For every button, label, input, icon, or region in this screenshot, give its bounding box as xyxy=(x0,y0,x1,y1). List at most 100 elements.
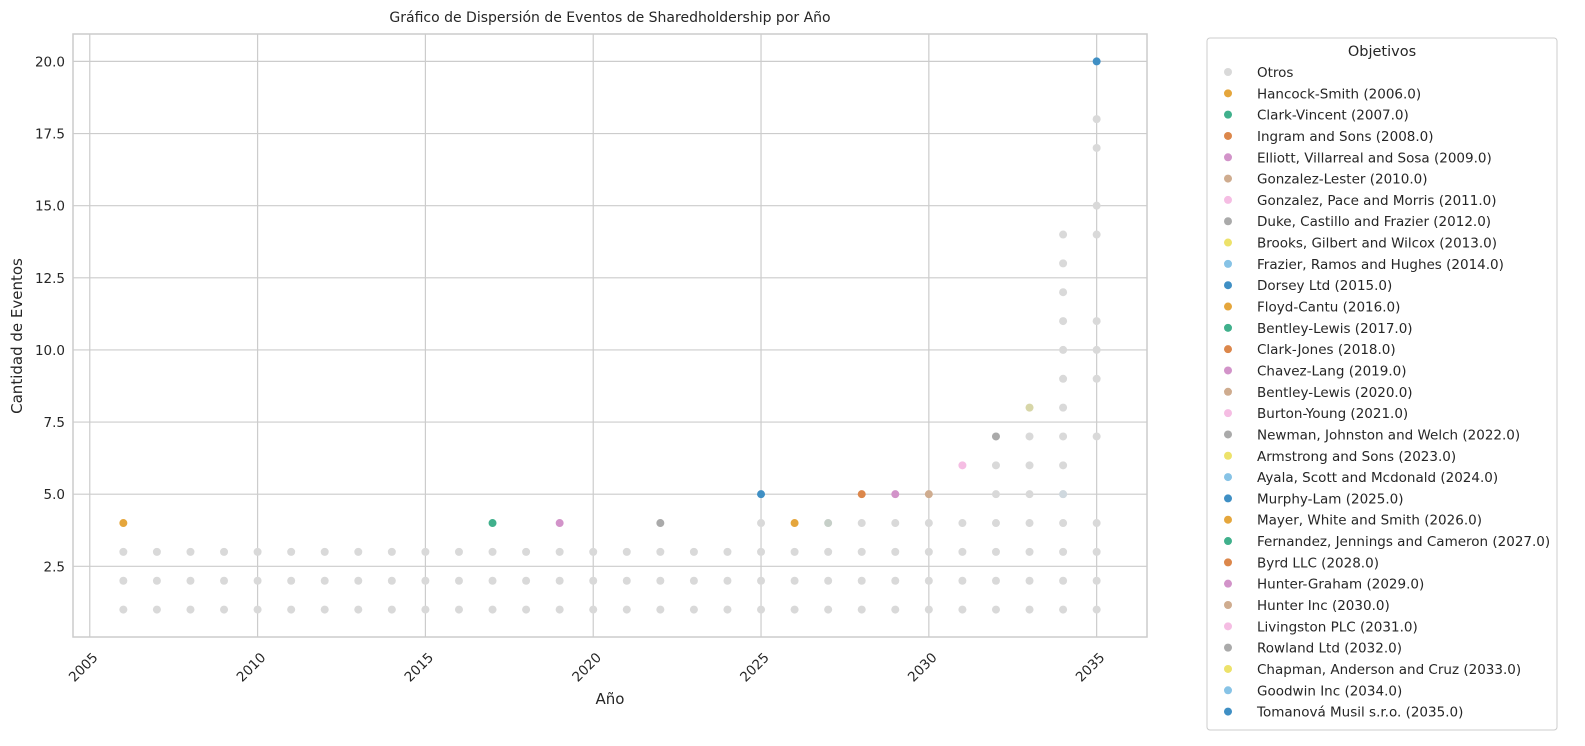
legend-label: Clark-Jones (2018.0) xyxy=(1257,342,1396,358)
legend-label: Ayala, Scott and Mcdonald (2024.0) xyxy=(1257,470,1498,486)
legend-marker xyxy=(1224,68,1232,76)
data-point xyxy=(958,461,967,470)
data-point xyxy=(119,576,128,585)
legend-marker xyxy=(1224,217,1232,226)
legend: Objetivos Otros Hancock-Smith (2006.0) Cla… xyxy=(1206,37,1558,731)
legend-marker xyxy=(1224,153,1232,162)
data-point xyxy=(723,576,732,585)
legend-entry: Elliott, Villarreal and Sosa (2009.0) xyxy=(1224,150,1492,166)
data-point xyxy=(824,547,833,556)
legend-marker xyxy=(1224,110,1232,119)
data-point xyxy=(958,605,967,614)
data-point xyxy=(1059,547,1068,556)
x-tick-labels: 2005 2010 2015 2020 2025 2030 2035 xyxy=(66,650,1108,686)
y-tick-label: 20.0 xyxy=(35,54,65,70)
legend-entry: Clark-Vincent (2007.0) xyxy=(1224,108,1409,124)
data-point xyxy=(186,605,195,614)
y-tick-label: 15.0 xyxy=(35,199,65,215)
data-point xyxy=(1059,230,1068,239)
data-point xyxy=(891,576,900,585)
legend-marker xyxy=(1224,686,1232,695)
legend-marker xyxy=(1224,302,1232,311)
legend-label: Livingston PLC (2031.0) xyxy=(1257,619,1418,635)
legend-marker xyxy=(1224,387,1232,396)
data-point xyxy=(891,547,900,556)
data-point xyxy=(1025,605,1034,614)
x-tick-label: 2020 xyxy=(569,650,605,686)
legend-marker xyxy=(1224,366,1232,375)
legend-marker xyxy=(1224,259,1232,268)
legend-entry: Bentley-Lewis (2020.0) xyxy=(1224,385,1413,401)
legend-label: Elliott, Villarreal and Sosa (2009.0) xyxy=(1257,150,1492,166)
data-point xyxy=(1059,403,1068,412)
x-tick-label: 2030 xyxy=(905,650,941,686)
data-point xyxy=(555,547,564,556)
legend-label: Gonzalez, Pace and Morris (2011.0) xyxy=(1257,193,1497,209)
data-point xyxy=(958,547,967,556)
legend-label: Burton-Young (2021.0) xyxy=(1257,406,1408,422)
x-tick-label: 2035 xyxy=(1073,650,1109,686)
legend-label: Newman, Johnston and Welch (2022.0) xyxy=(1257,427,1520,443)
data-point xyxy=(656,547,665,556)
data-point xyxy=(689,605,698,614)
y-tick-label: 7.5 xyxy=(44,415,65,431)
legend-marker xyxy=(1224,409,1232,418)
data-point xyxy=(119,519,128,528)
legend-marker xyxy=(1224,643,1232,652)
legend-entry: Burton-Young (2021.0) xyxy=(1224,406,1408,422)
legend-entry: Ingram and Sons (2008.0) xyxy=(1224,129,1434,145)
legend-entry: Dorsey Ltd (2015.0) xyxy=(1224,278,1392,294)
legend-entry: Newman, Johnston and Welch (2022.0) xyxy=(1224,427,1520,443)
data-point xyxy=(924,490,933,499)
data-point xyxy=(1059,259,1068,268)
data-point xyxy=(421,605,430,614)
legend-label: Gonzalez-Lester (2010.0) xyxy=(1257,172,1427,188)
x-tick-label: 2005 xyxy=(66,650,102,686)
legend-marker xyxy=(1224,622,1232,631)
data-point xyxy=(1092,345,1101,354)
legend-entry: Armstrong and Sons (2023.0) xyxy=(1224,449,1456,465)
grid-lines xyxy=(73,34,1147,637)
data-point xyxy=(991,519,1000,528)
legend-label: Dorsey Ltd (2015.0) xyxy=(1257,278,1392,294)
data-point xyxy=(522,547,531,556)
data-point xyxy=(220,547,229,556)
data-point xyxy=(757,605,766,614)
legend-entry: Chapman, Anderson and Cruz (2033.0) xyxy=(1224,662,1521,678)
data-point xyxy=(1092,115,1101,124)
data-point xyxy=(958,519,967,528)
data-point xyxy=(1059,374,1068,383)
legend-label: Goodwin Inc (2034.0) xyxy=(1257,683,1402,699)
data-point xyxy=(622,576,631,585)
y-axis-label: Cantidad de Eventos xyxy=(8,258,26,414)
legend-marker xyxy=(1224,707,1232,716)
legend-box xyxy=(1206,37,1558,731)
data-point xyxy=(622,547,631,556)
data-point xyxy=(891,519,900,528)
legend-marker xyxy=(1224,515,1232,524)
data-point xyxy=(757,547,766,556)
data-point xyxy=(387,547,396,556)
data-point xyxy=(1025,547,1034,556)
data-point xyxy=(1059,490,1068,499)
legend-marker xyxy=(1224,89,1232,98)
x-tick-label: 2015 xyxy=(401,650,437,686)
data-point xyxy=(723,605,732,614)
data-point xyxy=(488,547,497,556)
data-point xyxy=(152,605,161,614)
data-point xyxy=(421,547,430,556)
data-point xyxy=(320,605,329,614)
legend-entry: Chavez-Lang (2019.0) xyxy=(1224,363,1407,379)
x-tick-label: 2010 xyxy=(234,650,270,686)
data-point xyxy=(152,547,161,556)
legend-marker xyxy=(1224,601,1232,609)
data-point xyxy=(1092,230,1101,239)
data-point xyxy=(656,605,665,614)
chart-title: Gráfico de Dispersión de Eventos de Shar… xyxy=(389,10,830,26)
data-point xyxy=(1025,461,1034,470)
data-point xyxy=(857,547,866,556)
data-point xyxy=(186,576,195,585)
legend-label: Fernandez, Jennings and Cameron (2027.0) xyxy=(1257,534,1550,550)
legend-label: Bentley-Lewis (2017.0) xyxy=(1257,321,1413,337)
legend-entry: Frazier, Ramos and Hughes (2014.0) xyxy=(1224,257,1504,273)
